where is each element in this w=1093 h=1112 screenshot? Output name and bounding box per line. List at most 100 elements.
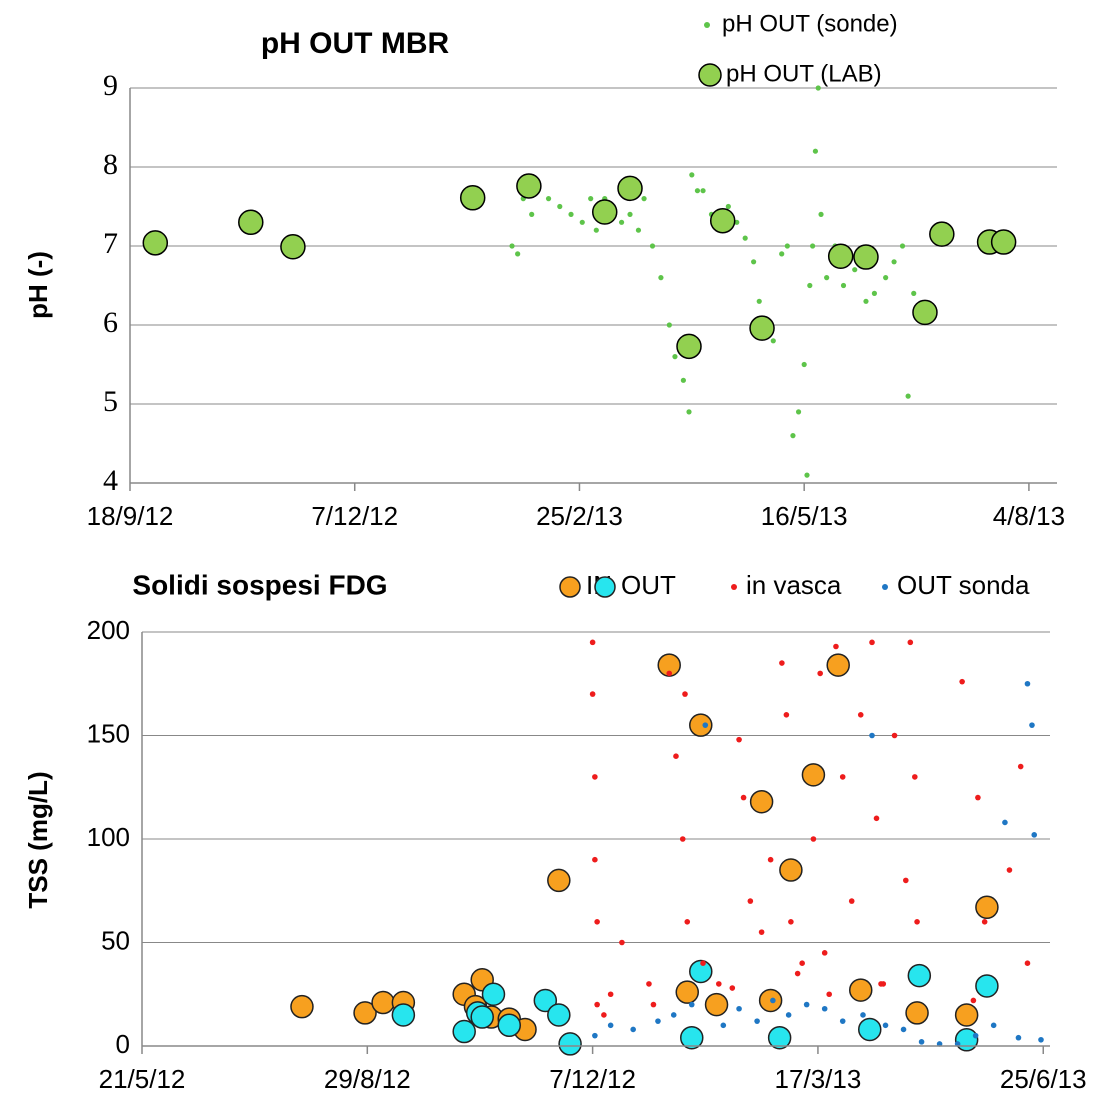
y-axis-label: TSS (mg/L) — [23, 771, 53, 908]
point — [547, 1003, 571, 1027]
point — [353, 1001, 377, 1025]
y-tick-label: 50 — [101, 925, 130, 955]
point — [470, 1005, 494, 1029]
point — [720, 1022, 727, 1029]
point — [810, 243, 816, 249]
point — [839, 1018, 846, 1024]
point — [452, 1019, 476, 1044]
point — [594, 1001, 600, 1008]
point — [821, 950, 828, 956]
x-tick-label: 25/2/13 — [536, 501, 623, 531]
point — [883, 275, 889, 281]
point — [592, 774, 598, 780]
point — [666, 322, 672, 328]
point — [619, 939, 625, 946]
legend-marker — [594, 576, 616, 598]
point — [848, 898, 855, 904]
point — [515, 251, 521, 257]
point — [784, 243, 790, 249]
point — [290, 994, 314, 1019]
point — [1031, 832, 1038, 838]
point — [238, 209, 264, 236]
point — [594, 919, 600, 925]
point — [907, 963, 932, 988]
point — [588, 196, 594, 202]
point — [1024, 680, 1031, 687]
point — [911, 290, 917, 296]
point — [815, 85, 821, 91]
legend-marker — [704, 22, 710, 28]
point — [627, 211, 633, 217]
point — [827, 243, 854, 270]
point — [729, 985, 736, 991]
point — [852, 267, 858, 273]
point — [391, 1003, 416, 1027]
point — [804, 472, 810, 478]
point — [700, 188, 706, 194]
point — [853, 244, 879, 270]
legend-marker — [882, 584, 888, 590]
point — [858, 1017, 882, 1042]
x-tick-label: 18/9/12 — [87, 501, 174, 531]
point — [670, 1012, 677, 1018]
point — [801, 361, 807, 368]
point — [607, 1022, 614, 1029]
legend-marker — [731, 584, 737, 590]
point — [840, 282, 847, 289]
legend-marker — [559, 576, 581, 598]
point — [557, 203, 563, 210]
x-tick-label: 17/3/13 — [775, 1064, 862, 1094]
legend-label: in vasca — [746, 570, 842, 600]
y-tick-label: 9 — [103, 69, 118, 102]
point — [607, 991, 614, 998]
point — [592, 856, 598, 863]
legend-label: pH OUT (LAB) — [726, 60, 882, 87]
x-tick-label: 16/5/13 — [761, 501, 848, 531]
point — [709, 207, 736, 234]
point — [672, 354, 678, 360]
point — [907, 639, 914, 646]
legend-label: pH OUT (sonde) — [722, 10, 898, 37]
legend-label: OUT sonda — [897, 570, 1030, 600]
point — [481, 982, 506, 1006]
point — [779, 660, 785, 666]
y-tick-label: 6 — [103, 306, 118, 339]
point — [704, 992, 729, 1017]
point — [795, 409, 802, 415]
point — [912, 299, 938, 326]
point — [882, 1022, 889, 1029]
point — [650, 1001, 657, 1008]
point — [824, 275, 830, 281]
point — [280, 234, 306, 260]
point — [794, 970, 801, 977]
chart-title: Solidi sospesi FDG — [132, 569, 387, 600]
point — [975, 794, 981, 801]
point — [666, 670, 673, 677]
point — [821, 1005, 828, 1012]
point — [770, 338, 776, 344]
point — [673, 753, 679, 759]
point — [1024, 960, 1031, 966]
point — [558, 1032, 582, 1056]
point — [646, 981, 652, 987]
x-tick-label: 21/5/12 — [99, 1064, 186, 1094]
point — [860, 1012, 866, 1018]
point — [680, 1025, 704, 1050]
point — [990, 1022, 997, 1029]
point — [767, 1025, 792, 1050]
point — [725, 203, 731, 210]
point — [459, 185, 486, 211]
point — [848, 978, 873, 1002]
point — [826, 653, 850, 677]
point — [655, 1018, 661, 1024]
point — [516, 173, 542, 199]
point — [972, 1032, 979, 1039]
point — [975, 974, 999, 998]
point — [905, 393, 911, 399]
point — [758, 929, 765, 935]
y-tick-label: 4 — [103, 464, 118, 497]
point — [770, 997, 776, 1004]
point — [547, 868, 571, 893]
point — [601, 1012, 607, 1018]
